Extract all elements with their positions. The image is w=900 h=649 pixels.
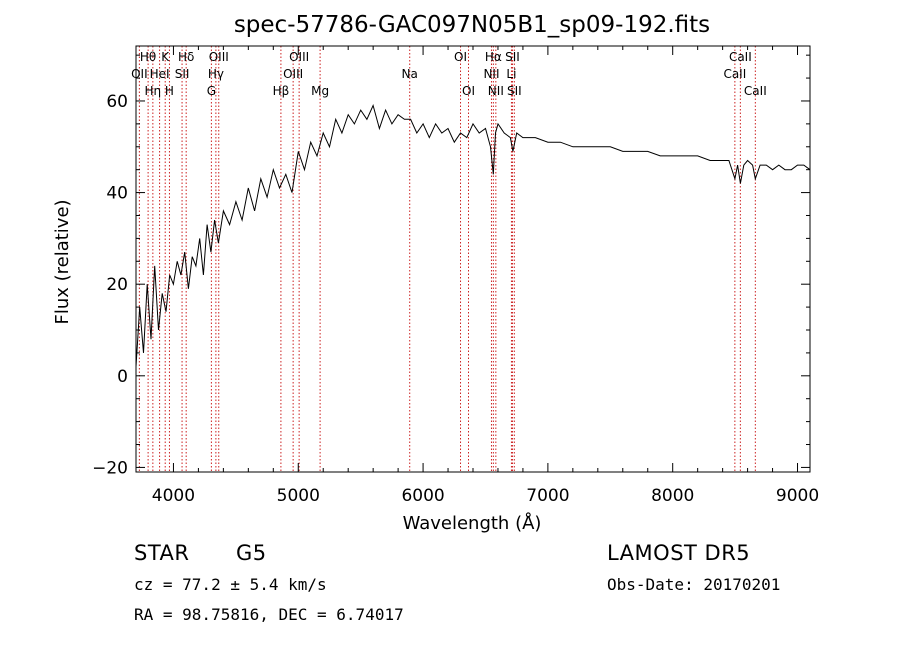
line-marker-label: OIII: [289, 50, 309, 64]
chart-title: spec-57786-GAC097N05B1_sp09-192.fits: [234, 12, 710, 38]
line-marker-label: CaII: [723, 67, 746, 81]
line-marker-label: OIII: [209, 50, 229, 64]
emission-line-markers: [138, 46, 756, 472]
coordinates: RA = 98.75816, DEC = 6.74017: [134, 605, 404, 624]
line-marker-label: K: [161, 50, 170, 64]
line-marker-label: OII: [131, 67, 148, 81]
line-marker-label: H: [165, 84, 174, 98]
y-axis-label: Flux (relative): [52, 199, 73, 324]
x-axis-label: Wavelength (Å): [403, 512, 542, 534]
x-tick-label: 7000: [526, 486, 569, 506]
y-tick-label: 0: [117, 367, 128, 387]
redshift-velocity: cz = 77.2 ± 5.4 km/s: [134, 575, 327, 594]
line-marker-label: SII: [505, 50, 520, 64]
line-marker-label: Hγ: [208, 67, 224, 81]
y-tick-label: 20: [106, 275, 128, 295]
spectrum-line: [135, 104, 811, 367]
y-tick-label: 40: [106, 184, 128, 204]
line-marker-label: NII: [483, 67, 499, 81]
line-marker-label: OI: [462, 84, 475, 98]
x-axis: 4000 5000 6000 7000 8000 9000: [152, 46, 819, 506]
survey-name: LAMOST DR5: [607, 541, 751, 565]
line-marker-label: Mg: [311, 84, 329, 98]
line-marker-label: OI: [454, 50, 467, 64]
x-tick-label: 6000: [401, 486, 444, 506]
line-marker-label: NII: [488, 84, 504, 98]
line-marker-label: SII: [507, 84, 522, 98]
spectrum-series: [135, 104, 811, 367]
line-marker-label: Hη: [145, 84, 162, 98]
x-tick-label: 8000: [651, 486, 694, 506]
x-tick-label: 9000: [776, 486, 819, 506]
line-marker-label: Hα: [485, 50, 502, 64]
x-tick-label: 5000: [277, 486, 320, 506]
line-marker-label: Hθ: [140, 50, 156, 64]
observation-date: Obs-Date: 20170201: [607, 575, 781, 594]
y-tick-label: −20: [92, 458, 128, 478]
y-tick-label: 60: [106, 92, 128, 112]
x-tick-label: 4000: [152, 486, 195, 506]
line-marker-label: SII: [175, 67, 190, 81]
line-marker-label: Na: [402, 67, 418, 81]
line-marker-label: CaII: [729, 50, 752, 64]
emission-line-labels: OIIHθHηHeIKHSIIHδGHγOIIIHβOIIIOIIIMgNaOI…: [131, 50, 767, 98]
y-axis: −20 0 20 40 60: [92, 54, 810, 478]
spectral-subclass: G5: [236, 541, 267, 565]
line-marker-label: CaII: [744, 84, 767, 98]
object-class: STAR: [134, 541, 190, 565]
line-marker-label: Li: [506, 67, 516, 81]
line-marker-label: Hβ: [273, 84, 290, 98]
line-marker-label: HeI: [150, 67, 170, 81]
line-marker-label: Hδ: [178, 50, 194, 64]
plot-frame: [135, 45, 811, 473]
line-marker-label: OIII: [283, 67, 303, 81]
line-marker-label: G: [207, 84, 216, 98]
